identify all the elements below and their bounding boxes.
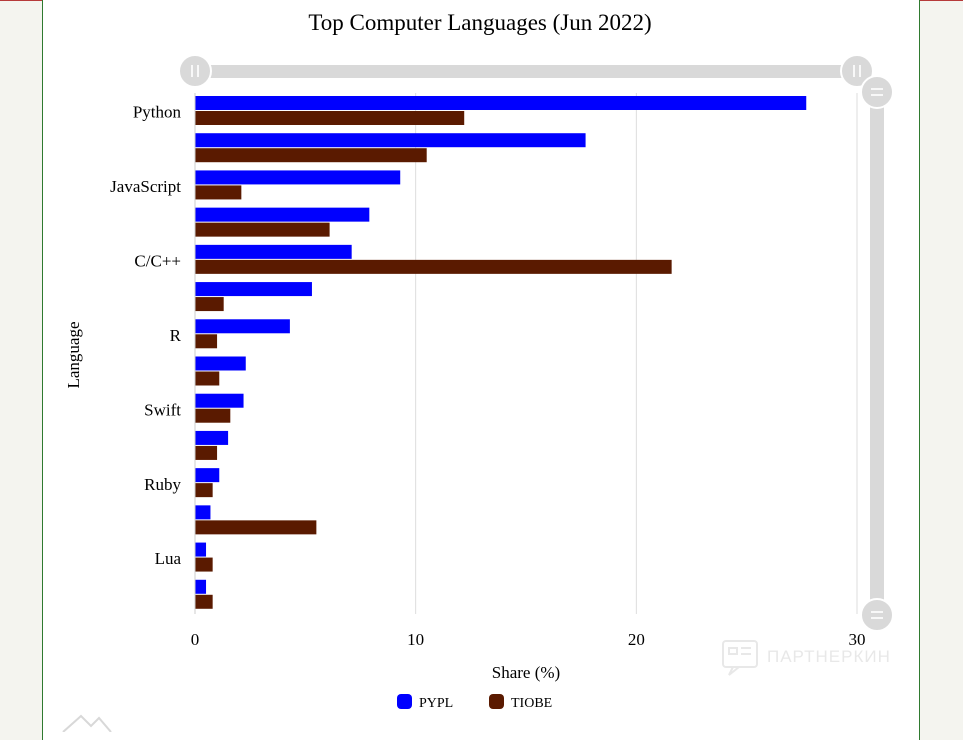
bar-layer: [195, 96, 807, 609]
category-label-ruby: Ruby: [144, 475, 181, 494]
vertical-slider-track[interactable]: [870, 90, 884, 616]
bar-tiobe-swift[interactable]: [195, 408, 231, 423]
bar-tiobe-unlabeled-1[interactable]: [195, 148, 427, 163]
legend-swatch-pypl: [397, 694, 412, 709]
category-label-lua: Lua: [155, 549, 182, 568]
bar-pypl-unlabeled-7[interactable]: [195, 356, 246, 371]
bar-pypl-unlabeled-3[interactable]: [195, 207, 370, 222]
bar-tiobe-python[interactable]: [195, 111, 465, 125]
bar-tiobe-unlabeled-3[interactable]: [195, 222, 330, 237]
x-tick-labels: 0 10 20 30: [191, 630, 866, 649]
chart-svg: Python JavaScript C/C++ R Swift Ruby Lua 0 10 20…: [62, 10, 894, 732]
category-label-python: Python: [133, 103, 182, 122]
bar-pypl-swift[interactable]: [195, 393, 244, 408]
bar-pypl-python[interactable]: [195, 96, 807, 110]
bar-pypl-unlabeled-13[interactable]: [195, 579, 207, 594]
bar-tiobe-javascript[interactable]: [195, 185, 242, 200]
bar-pypl-unlabeled-11[interactable]: [195, 505, 211, 520]
category-label-swift: Swift: [144, 400, 181, 419]
bar-pypl-ruby[interactable]: [195, 468, 220, 483]
horizontal-slider-track[interactable]: [195, 65, 857, 78]
legend-label-pypl: PYPL: [419, 696, 453, 711]
watermark-text: ПАРТНЕРКИН: [767, 647, 891, 666]
bar-pypl-unlabeled-5[interactable]: [195, 282, 312, 297]
vertical-slider-bottom-handle-icon[interactable]: [860, 598, 894, 632]
category-label-r: R: [170, 326, 182, 345]
x-tick-label-30: 30: [849, 630, 866, 649]
bar-pypl-javascript[interactable]: [195, 170, 401, 185]
horizontal-slider-right-handle-icon[interactable]: [840, 54, 874, 88]
vertical-range-slider[interactable]: [860, 75, 894, 632]
bar-tiobe-unlabeled-5[interactable]: [195, 297, 224, 312]
horizontal-range-slider[interactable]: [178, 54, 874, 88]
bar-tiobe-unlabeled-13[interactable]: [195, 594, 213, 609]
bar-tiobe-unlabeled-11[interactable]: [195, 520, 317, 535]
horizontal-slider-left-handle-icon[interactable]: [178, 54, 212, 88]
category-label-c-c-: C/C++: [134, 251, 181, 270]
bar-pypl-lua[interactable]: [195, 542, 207, 557]
bar-tiobe-c-c-[interactable]: [195, 259, 672, 274]
grid-layer: [415, 93, 858, 614]
y-axis-title: Language: [64, 321, 83, 388]
x-tick-label-0: 0: [191, 630, 200, 649]
bar-tiobe-unlabeled-9[interactable]: [195, 445, 218, 460]
watermark-logo-icon: [722, 640, 758, 676]
category-labels: Python JavaScript C/C++ R Swift Ruby Lua: [110, 103, 181, 569]
mountain-logo-icon: [62, 714, 112, 732]
vertical-slider-top-handle-icon[interactable]: [860, 75, 894, 109]
bar-tiobe-lua[interactable]: [195, 557, 213, 572]
bar-tiobe-r[interactable]: [195, 334, 218, 349]
x-axis-title: Share (%): [492, 663, 560, 682]
bar-pypl-c-c-[interactable]: [195, 244, 352, 259]
bar-tiobe-unlabeled-7[interactable]: [195, 371, 220, 386]
legend-swatch-tiobe: [489, 694, 504, 709]
x-tick-label-10: 10: [407, 630, 424, 649]
bar-pypl-unlabeled-1[interactable]: [195, 133, 586, 148]
legend: PYPL TIOBE: [397, 694, 552, 711]
legend-item-tiobe[interactable]: TIOBE: [489, 694, 552, 711]
chart-title: Top Computer Languages (Jun 2022): [308, 10, 651, 35]
x-tick-label-20: 20: [628, 630, 645, 649]
watermark: ПАРТНЕРКИН: [722, 640, 891, 676]
legend-label-tiobe: TIOBE: [511, 696, 552, 711]
bar-pypl-r[interactable]: [195, 319, 290, 334]
chart-panel: Python JavaScript C/C++ R Swift Ruby Lua 0 10 20…: [42, 0, 920, 740]
category-label-javascript: JavaScript: [110, 177, 181, 196]
bar-tiobe-ruby[interactable]: [195, 483, 213, 498]
legend-item-pypl[interactable]: PYPL: [397, 694, 453, 711]
bar-pypl-unlabeled-9[interactable]: [195, 430, 229, 445]
